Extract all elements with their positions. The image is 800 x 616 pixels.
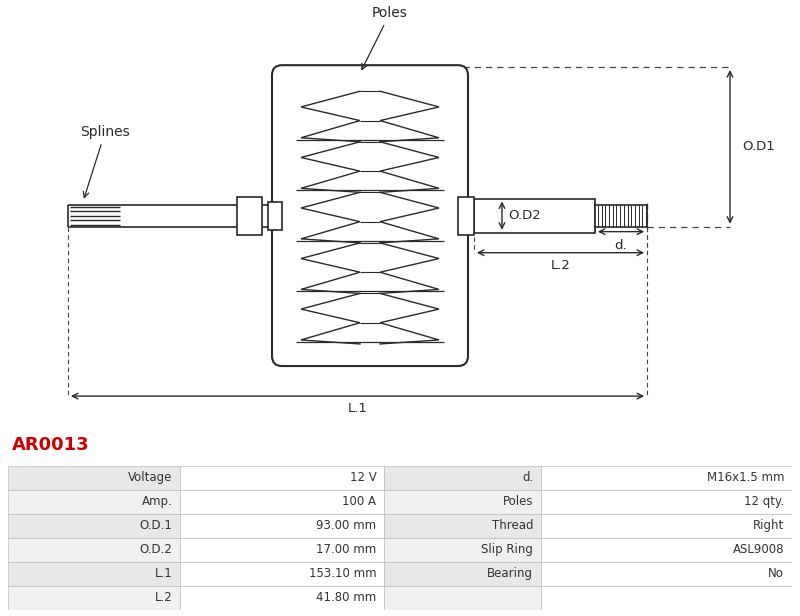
Text: 41.80 mm: 41.80 mm [316,591,377,604]
Text: AR0013: AR0013 [12,436,90,454]
Text: L.1: L.1 [347,402,367,415]
Bar [384,562,541,586]
Text: L.1: L.1 [155,567,173,580]
Bar [384,586,541,610]
Text: d.: d. [522,471,534,484]
Bar [181,466,384,490]
Text: Amp.: Amp. [142,495,173,508]
Text: Thread: Thread [492,519,534,532]
Bar [181,514,384,538]
Bar [181,586,384,610]
Bar [384,490,541,514]
Bar [181,490,384,514]
Bar [181,538,384,562]
Bar [268,201,282,230]
Bar [541,562,792,586]
Bar [384,514,541,538]
Text: 100 A: 100 A [342,495,377,508]
Text: 17.00 mm: 17.00 mm [316,543,377,556]
Bar [384,466,541,490]
Bar [8,562,181,586]
Bar [541,490,792,514]
Text: d.: d. [614,238,627,252]
Bar [458,197,474,235]
Text: Slip Ring: Slip Ring [482,543,534,556]
Bar [541,586,792,610]
Bar [384,538,541,562]
Bar [237,197,262,235]
Bar [8,490,181,514]
Text: Poles: Poles [502,495,534,508]
Bar [541,538,792,562]
Bar [595,205,647,227]
Text: M16x1.5 mm: M16x1.5 mm [706,471,784,484]
Text: No: No [768,567,784,580]
Text: O.D.2: O.D.2 [140,543,173,556]
Text: 12 V: 12 V [350,471,377,484]
Bar [8,586,181,610]
FancyBboxPatch shape [272,65,468,366]
Text: Voltage: Voltage [128,471,173,484]
Text: 93.00 mm: 93.00 mm [316,519,377,532]
Bar [474,198,595,233]
Bar [541,466,792,490]
Text: Splines: Splines [80,126,130,198]
Text: Right: Right [753,519,784,532]
Bar [8,538,181,562]
Text: 153.10 mm: 153.10 mm [309,567,377,580]
Text: Bearing: Bearing [487,567,534,580]
Text: ASL9008: ASL9008 [733,543,784,556]
Text: L.2: L.2 [550,259,570,272]
Text: Poles: Poles [362,6,408,70]
Text: 12 qty.: 12 qty. [744,495,784,508]
Text: L.2: L.2 [155,591,173,604]
Bar [181,562,384,586]
Text: O.D1: O.D1 [742,140,774,153]
Bar [8,466,181,490]
Text: O.D2: O.D2 [508,209,541,222]
Bar [8,514,181,538]
Bar [541,514,792,538]
Text: O.D.1: O.D.1 [140,519,173,532]
